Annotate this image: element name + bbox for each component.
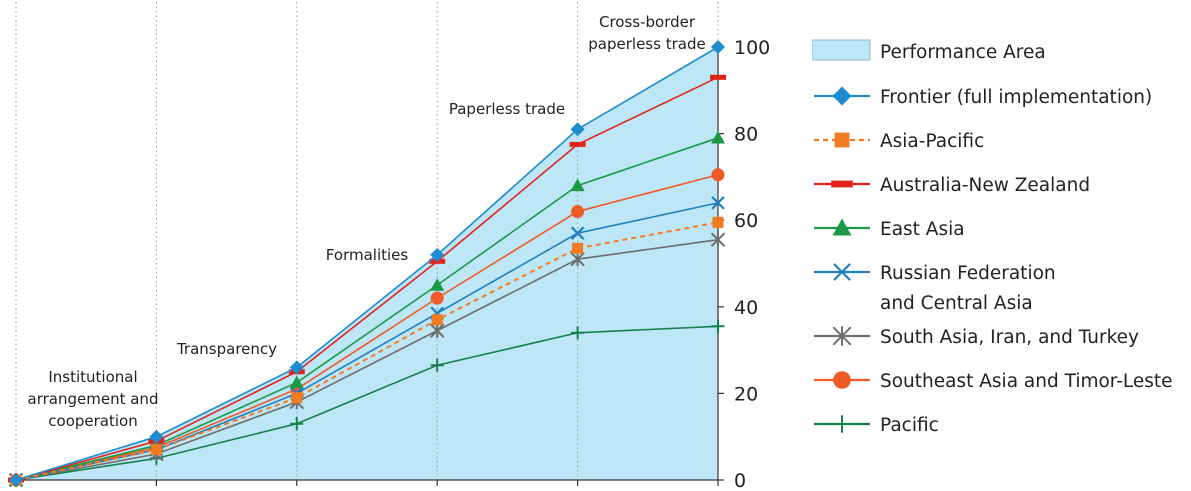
performance-area [16,47,718,480]
legend: Performance Area Frontier (full implement… [812,38,1191,455]
point-east-asia [430,278,445,291]
category-label: Cross-border paperless trade [588,13,705,53]
legend-marker [814,371,870,389]
point-pacific [571,326,585,340]
series-line-southeast-asia-and-timor-leste [15,173,719,481]
legend-marker [814,326,870,346]
legend-label: South Asia, Iran, and Turkey [880,327,1139,348]
point-east-asia [570,178,585,192]
point-pacific [290,417,304,431]
chart: 0 20 40 60 80 100 Institutional arrangement and… [8,2,770,491]
point-pacific [430,358,444,372]
point-southeast-asia-and-timor-leste [430,291,444,305]
series-line-frontier-full-implementation [15,46,719,481]
point-russian-federation-and-central-asia [711,196,725,210]
legend-item-performance-area: Performance Area [812,38,1191,83]
legend-label: Russian Federation and Central Asia [880,263,1056,314]
point-asia-pacific [572,242,584,254]
point-south-asia-iran-and-turkey [429,323,445,338]
point-asia-pacific [291,392,303,404]
category-label: Institutional arrangement and cooperation [28,368,159,430]
point-east-asia [289,375,304,389]
point-frontier-full-implementation [149,429,164,444]
point-frontier-full-implementation [289,360,304,375]
legend-item-pacific: Pacific [812,411,1191,455]
series-line-asia-pacific [15,221,719,481]
legend-item-southeast-asia-and-timor-leste: Southeast Asia and Timor-Leste [812,367,1191,411]
y-tick-label: 60 [734,210,758,232]
series-line-south-asia-iran-and-turkey [15,238,719,481]
legend-item-frontier-full-implementation: Frontier (full implementation) [812,83,1191,127]
legend-label: Southeast Asia and Timor-Leste [880,371,1173,392]
point-russian-federation-and-central-asia [570,226,585,240]
y-tick-label: 20 [734,383,758,405]
series-line-australia-new-zealand [15,76,719,481]
legend-marker [814,218,870,236]
legend-marker [814,180,870,188]
legend-item-asia-pacific: Asia-Pacific [812,127,1191,171]
legend-item-russian-federation-and-central-asia: Russian Federation and Central Asia [812,259,1191,323]
y-tick-label: 80 [734,124,758,146]
point-asia-pacific [150,444,162,456]
legend-label: Asia-Pacific [880,131,985,152]
legend-marker [814,86,870,106]
y-tick-label: 100 [734,37,770,59]
point-australia-new-zealand [710,74,726,80]
legend-label: Pacific [880,415,939,436]
legend-marker [812,39,871,61]
legend-marker [814,263,870,281]
point-southeast-asia-and-timor-leste [571,205,585,219]
legend-item-australia-new-zealand: Australia-New Zealand [812,171,1191,215]
point-pacific [711,319,725,333]
category-label: Formalities [326,246,409,264]
legend-marker [814,132,870,148]
legend-item-south-asia-iran-and-turkey: South Asia, Iran, and Turkey [812,323,1191,367]
point-east-asia [711,130,725,144]
point-south-asia-iran-and-turkey [710,232,726,247]
category-label: Paperless trade [449,100,565,118]
point-frontier-full-implementation [711,40,725,54]
point-asia-pacific [431,314,443,326]
point-frontier-full-implementation [9,473,23,487]
legend-marker [814,415,870,433]
category-label: Transparency [176,340,277,358]
y-tick-label: 40 [734,297,758,319]
legend-label: Frontier (full implementation) [880,87,1153,108]
series-line-east-asia [15,137,719,481]
point-southeast-asia-and-timor-leste [711,168,725,182]
point-frontier-full-implementation [570,122,585,137]
legend-label: East Asia [880,219,965,240]
series-line-pacific [15,325,719,481]
point-asia-pacific [712,216,724,228]
legend-label: Australia-New Zealand [880,175,1091,196]
point-south-asia-iran-and-turkey [570,251,585,267]
point-frontier-full-implementation [430,247,445,262]
legend-label: Performance Area [880,42,1046,63]
y-tick-label: 0 [734,470,746,491]
point-australia-new-zealand [569,141,586,147]
legend-item-east-asia: East Asia [812,215,1191,259]
